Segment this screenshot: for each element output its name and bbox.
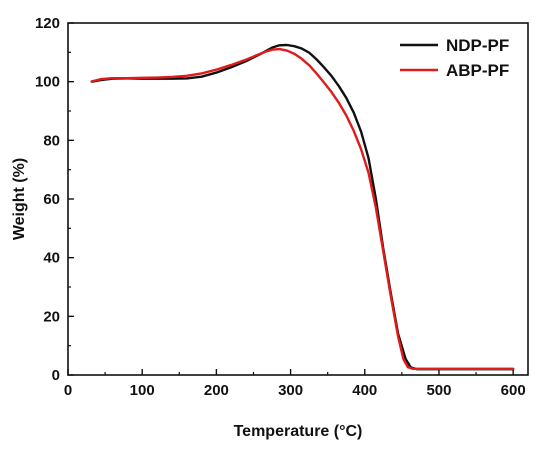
x-tick-label: 0 [64,382,72,399]
x-tick-label: 400 [352,382,377,399]
x-axis-title: Temperature (°C) [234,423,363,440]
legend-label-abp-pf: ABP-PF [446,61,509,80]
legend: NDP-PF ABP-PF [400,36,509,80]
plot-area: 0 100 200 300 400 500 600 0 20 40 60 80 100 120 [35,15,529,399]
y-tick-label: 40 [43,250,60,267]
y-tick-label: 20 [43,308,60,325]
x-tick-label: 100 [130,382,155,399]
y-tick-label: 0 [52,367,60,384]
legend-label-ndp-pf: NDP-PF [446,36,509,55]
y-axis-title: Weight (%) [11,158,28,240]
x-tick-label: 600 [501,382,526,399]
series-line-abp-pf [90,47,515,371]
y-tick-label: 100 [35,74,60,91]
series-line-ndp-pf [90,43,515,371]
x-tick-label: 500 [426,382,451,399]
y-tick-label: 120 [35,15,60,32]
x-tick-label: 300 [278,382,303,399]
y-tick-label: 80 [43,132,60,149]
y-tick-label: 60 [43,191,60,208]
x-tick-label: 200 [204,382,229,399]
